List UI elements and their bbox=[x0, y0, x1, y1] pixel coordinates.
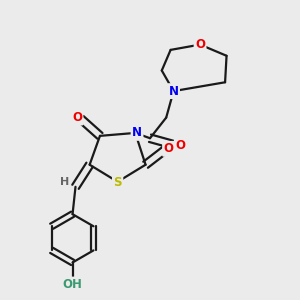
Text: H: H bbox=[60, 176, 69, 187]
Text: O: O bbox=[164, 142, 174, 155]
Text: OH: OH bbox=[63, 278, 82, 291]
Text: O: O bbox=[72, 111, 82, 124]
Text: N: N bbox=[132, 126, 142, 140]
Text: S: S bbox=[113, 176, 122, 190]
Text: O: O bbox=[175, 139, 185, 152]
Text: O: O bbox=[195, 38, 205, 51]
Text: N: N bbox=[169, 85, 178, 98]
